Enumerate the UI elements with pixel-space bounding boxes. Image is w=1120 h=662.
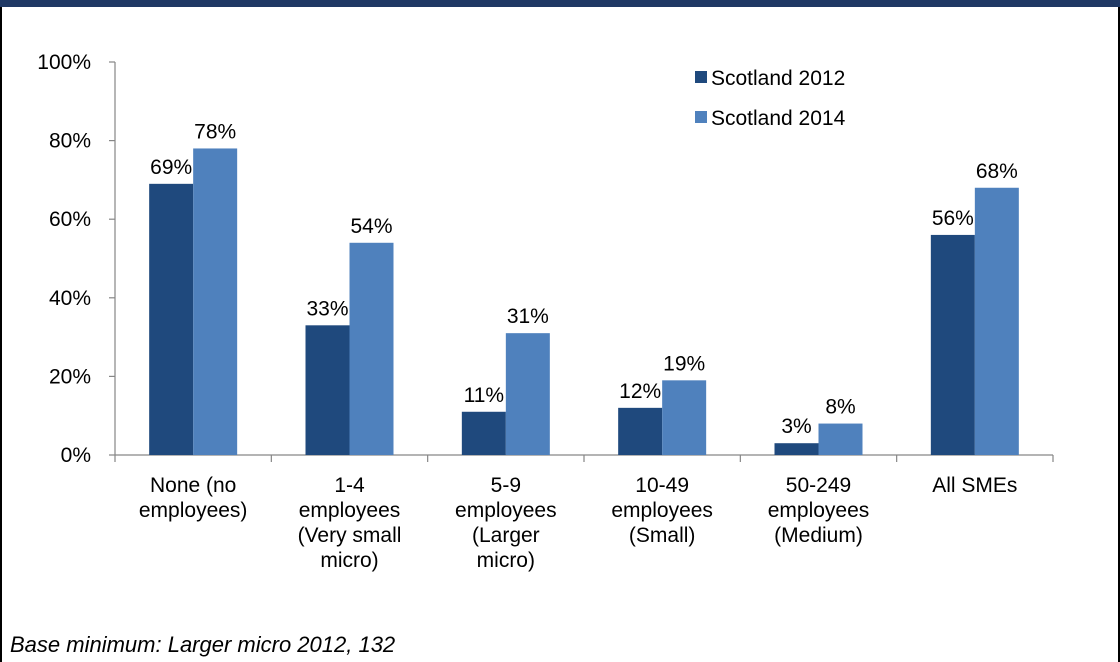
data-label: 33%: [306, 297, 348, 320]
header-bar: [0, 0, 1120, 7]
data-label: 12%: [619, 380, 661, 403]
x-category-label: 5-9 employees (Larger micro): [455, 474, 557, 572]
bar: [818, 423, 863, 455]
bar: [618, 407, 663, 455]
x-category-label: 10-49 employees (Small): [611, 474, 713, 547]
axes: 0% 20% 40% 60% 80% 100% None (no employees) 1-4 e…: [37, 51, 1054, 572]
data-label: 78%: [194, 120, 236, 143]
x-category-label: 50-249 employees (Medium): [768, 474, 870, 547]
data-label: 3%: [781, 415, 811, 438]
bar: [149, 183, 194, 455]
bar: [193, 148, 238, 455]
x-category-label: All SMEs: [932, 474, 1017, 497]
y-tick-label: 40%: [49, 287, 91, 310]
data-labels: 69% 33% 11% 12% 3% 56% 78% 54% 31% 19% 8% 68%: [150, 120, 1018, 438]
legend-label: Scotland 2012: [711, 67, 845, 90]
bar: [930, 234, 975, 455]
data-label: 19%: [663, 352, 705, 375]
bar: [974, 187, 1019, 455]
legend-label: Scotland 2014: [711, 107, 846, 130]
bar: [505, 333, 550, 455]
data-label: 31%: [507, 305, 549, 328]
y-tick-label: 80%: [49, 130, 91, 153]
data-label: 54%: [350, 215, 392, 238]
bar: [349, 242, 394, 455]
bar: [774, 443, 819, 455]
footnote: Base minimum: Larger micro 2012, 132: [10, 632, 396, 657]
bar: [305, 325, 350, 455]
y-tick-label: 60%: [49, 208, 91, 231]
bars: [149, 148, 1019, 455]
data-label: 68%: [976, 160, 1018, 183]
legend-swatch: [695, 71, 707, 83]
bar: [461, 411, 506, 455]
legend-swatch: [695, 111, 707, 123]
x-category-label: None (no employees): [139, 474, 248, 522]
data-label: 69%: [150, 156, 192, 179]
data-label: 11%: [464, 384, 504, 407]
bar: [662, 380, 707, 455]
y-tick-label: 0%: [61, 444, 91, 467]
data-label: 56%: [932, 207, 974, 230]
legend: Scotland 2012 Scotland 2014: [695, 67, 846, 130]
data-label: 8%: [825, 396, 855, 419]
y-tick-label: 100%: [37, 51, 91, 74]
x-category-label: 1-4 employees (Very small micro): [298, 474, 402, 572]
y-tick-label: 20%: [49, 365, 91, 388]
